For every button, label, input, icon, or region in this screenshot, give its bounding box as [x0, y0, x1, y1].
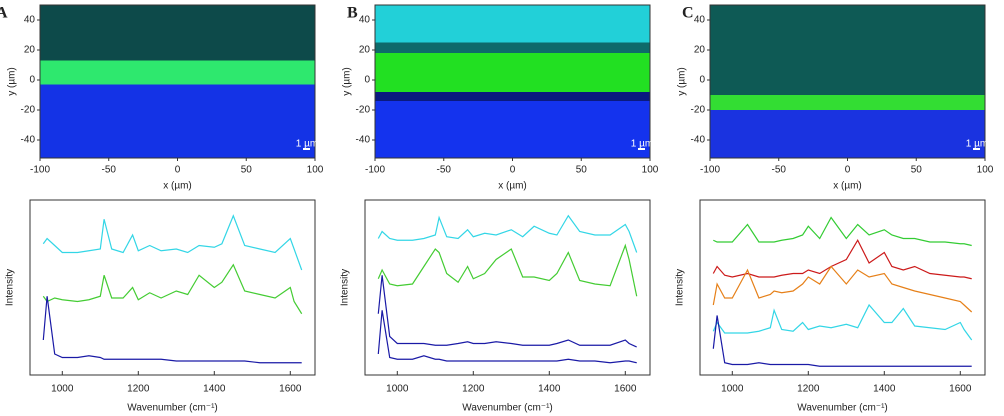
- y-tick-label: -40: [356, 135, 371, 146]
- x-tick-label: 1000: [386, 384, 409, 395]
- x-tick-label: 50: [911, 165, 923, 176]
- y-tick-label: 0: [29, 75, 35, 86]
- y-axis-label: y (µm): [677, 67, 688, 96]
- y-tick-label: 0: [699, 75, 705, 86]
- y-tick-label: 40: [359, 15, 371, 26]
- spectrum-line: [377, 243, 638, 297]
- y-tick-label: 40: [24, 15, 36, 26]
- x-axis-label: x (µm): [163, 181, 192, 192]
- x-tick-label: 100: [977, 165, 994, 176]
- y-axis-label: Intensity: [5, 269, 16, 306]
- image-band: [375, 5, 650, 43]
- image-band: [710, 110, 985, 158]
- image-band: [40, 84, 315, 158]
- x-axis-label: x (µm): [833, 181, 862, 192]
- spectrum-line: [377, 214, 638, 253]
- y-axis-label: y (µm): [7, 67, 18, 96]
- x-axis-label: Wavenumber (cm⁻¹): [462, 403, 552, 414]
- x-tick-label: -100: [365, 165, 385, 176]
- x-tick-label: -100: [30, 165, 50, 176]
- spectrum-line: [42, 214, 303, 271]
- y-tick-label: -40: [691, 135, 706, 146]
- x-tick-label: 50: [576, 165, 588, 176]
- spectrum-line: [712, 315, 972, 367]
- scale-bar: [638, 148, 645, 150]
- panel-label: B: [347, 5, 358, 22]
- x-axis-label: Wavenumber (cm⁻¹): [797, 403, 887, 414]
- spectrum-line: [712, 265, 973, 313]
- spectrum-line: [712, 238, 972, 280]
- axis-box: [699, 199, 986, 376]
- x-axis-label: x (µm): [498, 181, 527, 192]
- x-tick-label: 0: [175, 165, 181, 176]
- x-tick-label: 1000: [721, 384, 744, 395]
- x-tick-label: 1400: [873, 384, 896, 395]
- x-tick-label: 1400: [538, 384, 561, 395]
- x-tick-label: 1200: [462, 384, 485, 395]
- y-tick-label: 40: [694, 15, 706, 26]
- image-band: [375, 53, 650, 92]
- scale-bar: [303, 148, 310, 150]
- spectrum-line: [712, 303, 973, 341]
- image-band: [375, 42, 650, 53]
- image-band: [40, 5, 315, 61]
- y-axis-label: Intensity: [340, 269, 351, 306]
- x-tick-label: 1000: [51, 384, 74, 395]
- spectrum-line: [377, 275, 637, 348]
- y-axis-label: Intensity: [675, 269, 686, 306]
- scale-bar-label: 1 µm: [631, 139, 653, 150]
- x-tick-label: -50: [437, 165, 452, 176]
- image-band: [710, 5, 985, 95]
- image-band: [375, 92, 650, 101]
- x-tick-label: 1600: [949, 384, 972, 395]
- x-tick-label: 0: [845, 165, 851, 176]
- y-tick-label: -40: [21, 135, 36, 146]
- x-tick-label: 100: [307, 165, 324, 176]
- spectrum-line: [713, 216, 972, 247]
- x-tick-label: 50: [241, 165, 253, 176]
- y-tick-label: 20: [24, 45, 36, 56]
- x-tick-label: -50: [102, 165, 117, 176]
- x-tick-label: 1200: [797, 384, 820, 395]
- scale-bar-label: 1 µm: [966, 139, 988, 150]
- scale-bar-label: 1 µm: [296, 139, 318, 150]
- spectrum-line: [42, 296, 302, 364]
- x-tick-label: -100: [700, 165, 720, 176]
- y-axis-label: y (µm): [342, 67, 353, 96]
- panel-label: C: [682, 5, 694, 22]
- y-tick-label: -20: [21, 105, 36, 116]
- x-tick-label: 1600: [614, 384, 637, 395]
- x-tick-label: 1400: [203, 384, 226, 395]
- y-tick-label: 20: [694, 45, 706, 56]
- y-tick-label: -20: [691, 105, 706, 116]
- axis-box: [364, 199, 651, 376]
- y-tick-label: -20: [356, 105, 371, 116]
- scale-bar: [973, 148, 980, 150]
- image-band: [375, 101, 650, 158]
- x-axis-label: Wavenumber (cm⁻¹): [127, 403, 217, 414]
- y-tick-label: 0: [364, 75, 370, 86]
- y-tick-label: 20: [359, 45, 371, 56]
- x-tick-label: 1600: [279, 384, 302, 395]
- axis-box: [29, 199, 316, 376]
- x-tick-label: -50: [772, 165, 787, 176]
- x-tick-label: 100: [642, 165, 659, 176]
- image-band: [40, 60, 315, 85]
- spectrum-line: [377, 310, 637, 364]
- x-tick-label: 1200: [127, 384, 150, 395]
- x-tick-label: 0: [510, 165, 516, 176]
- image-band: [710, 95, 985, 110]
- panel-label: A: [0, 5, 8, 22]
- spectrum-line: [42, 263, 303, 315]
